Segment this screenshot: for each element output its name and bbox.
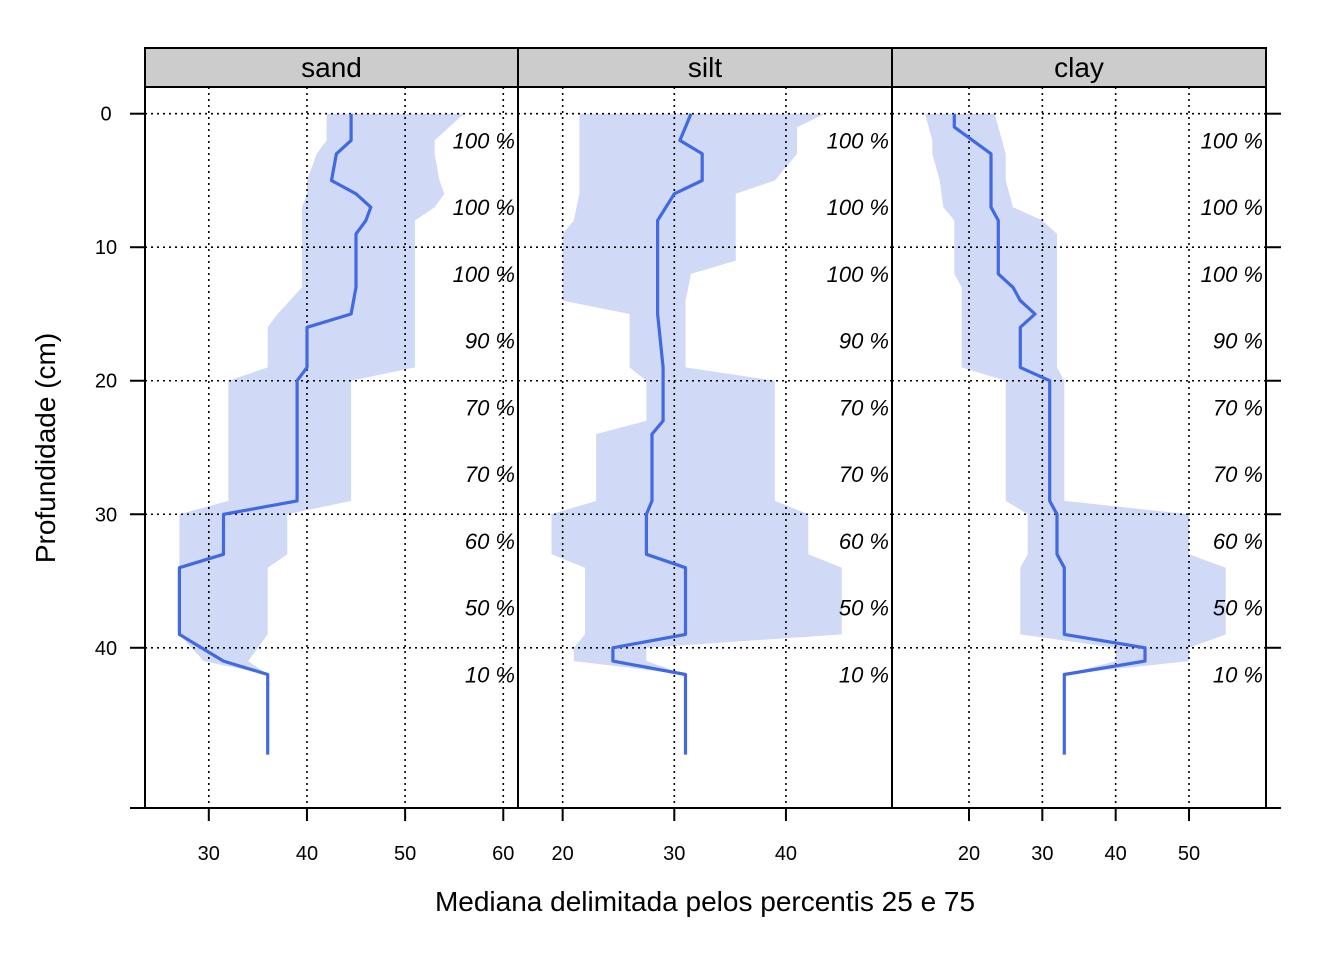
pct-label: 70 % [465, 395, 515, 420]
pct-label: 100 % [1201, 262, 1263, 287]
strip-label-sand: sand [301, 52, 362, 83]
pct-label: 10 % [465, 662, 515, 687]
x-tick-label: 60 [492, 843, 514, 865]
x-tick-label: 50 [1178, 843, 1200, 865]
pct-label: 70 % [465, 462, 515, 487]
pct-label: 100 % [1201, 195, 1263, 220]
pct-label: 70 % [1213, 395, 1263, 420]
pct-label: 90 % [465, 329, 515, 354]
pct-label: 60 % [839, 529, 889, 554]
y-tick-label: 30 [95, 504, 117, 526]
panel-silt: 100 % 100 % 100 % 90 % 70 % 70 % 60 % 50 % 10 % s… [517, 47, 893, 865]
pct-label: 100 % [827, 262, 889, 287]
y-tick-label: 0 [100, 104, 111, 126]
pct-label: 100 % [827, 195, 889, 220]
median-line-silt [611, 113, 704, 755]
strip-silt [517, 47, 893, 88]
panel-clay: 100 % 100 % 100 % 90 % 70 % 70 % 60 % 50 % 10 % c… [891, 47, 1267, 865]
strip-label-silt: silt [688, 52, 722, 83]
pct-label: 60 % [465, 529, 515, 554]
pct-label: 60 % [1213, 529, 1263, 554]
strip-label-clay: clay [1054, 52, 1104, 83]
x-axis-clay: 20 30 40 50 [958, 808, 1200, 865]
panel-sand: 100 % 100 % 100 % 90 % 70 % 70 % 60 % 50 % 10 % s… [144, 47, 519, 865]
pct-label: 90 % [839, 329, 889, 354]
iqr-band-silt [551, 113, 842, 755]
median-line-clay [952, 113, 1147, 755]
x-axis-sand: 30 40 50 60 [198, 808, 514, 865]
panels: 100 % 100 % 100 % 90 % 70 % 70 % 60 % 50 % 10 % s… [144, 47, 1267, 865]
pct-label: 50 % [465, 596, 515, 621]
x-tick-label: 20 [958, 843, 980, 865]
pct-label: 90 % [1213, 329, 1263, 354]
pct-label: 50 % [1213, 596, 1263, 621]
x-tick-label: 40 [1105, 843, 1127, 865]
pct-label: 70 % [839, 395, 889, 420]
y-axis-title: Profundidade (cm) [30, 333, 61, 563]
x-axis-silt: 20 30 40 [552, 808, 797, 865]
pct-label: 10 % [1213, 662, 1263, 687]
y-tick-label: 10 [95, 237, 117, 259]
pct-label: 100 % [453, 262, 515, 287]
y-tick-label: 20 [95, 371, 117, 393]
iqr-band-sand [179, 113, 464, 755]
x-tick-label: 30 [1031, 843, 1053, 865]
x-tick-label: 30 [198, 843, 220, 865]
pct-label: 100 % [453, 195, 515, 220]
median-line-sand [177, 113, 373, 755]
pct-label: 100 % [827, 128, 889, 153]
x-tick-label: 30 [663, 843, 685, 865]
iqr-band-clay [925, 113, 1226, 755]
x-tick-label: 20 [552, 843, 574, 865]
pct-label: 70 % [839, 462, 889, 487]
pct-label: 50 % [839, 596, 889, 621]
pct-label: 100 % [1201, 128, 1263, 153]
pct-label: 10 % [839, 662, 889, 687]
pct-label: 70 % [1213, 462, 1263, 487]
y-tick-label: 40 [95, 638, 117, 660]
x-tick-label: 50 [394, 843, 416, 865]
x-axis-title: Mediana delimitada pelos percentis 25 e … [435, 886, 975, 917]
pct-label: 100 % [453, 128, 515, 153]
x-tick-label: 40 [775, 843, 797, 865]
x-tick-label: 40 [296, 843, 318, 865]
y-axis: 0 10 20 30 40 [95, 87, 1281, 809]
strip-clay [891, 47, 1267, 88]
